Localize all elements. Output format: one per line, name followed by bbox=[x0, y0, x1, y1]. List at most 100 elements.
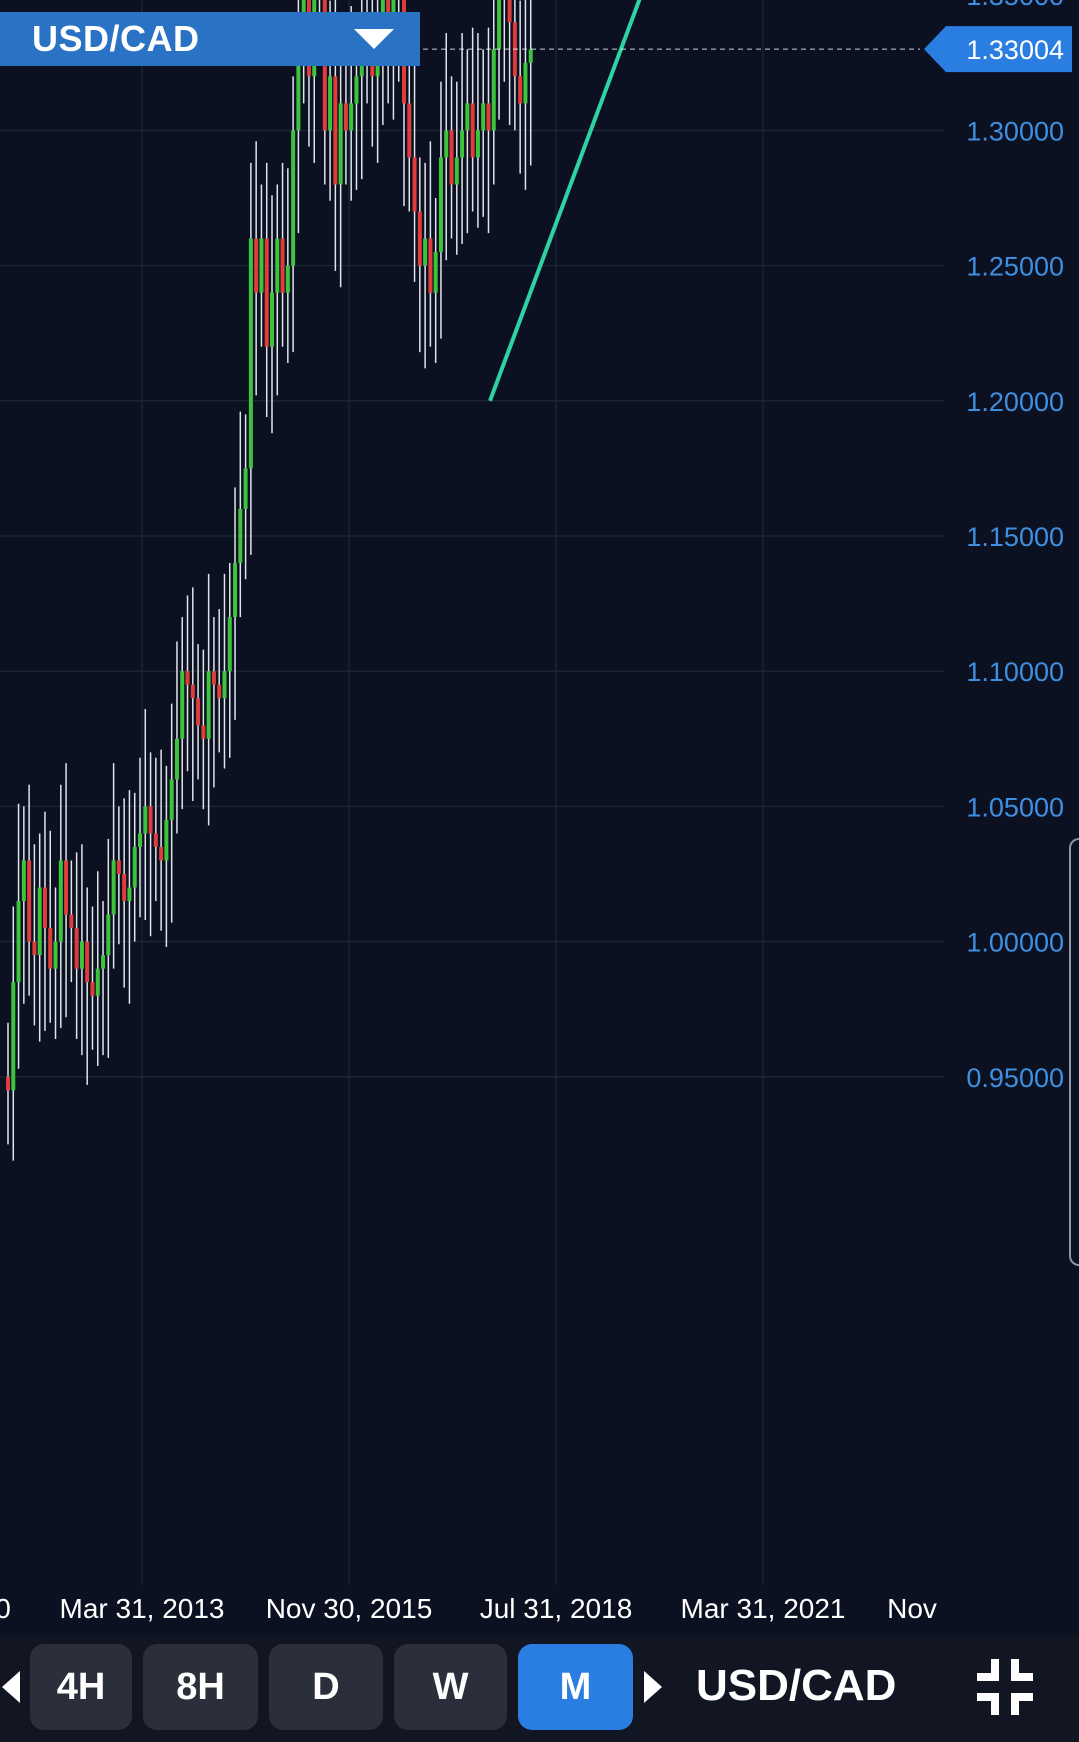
candle-body bbox=[190, 684, 195, 699]
candle-body bbox=[138, 833, 142, 847]
candle-body bbox=[27, 860, 32, 942]
candle-body bbox=[475, 130, 480, 158]
candle-body bbox=[37, 887, 42, 956]
price-tick-label: 1.05000 bbox=[966, 792, 1064, 822]
candle-body bbox=[291, 130, 296, 266]
timeframe-8h-button[interactable]: 8H bbox=[143, 1644, 258, 1730]
price-tick-label: 1.20000 bbox=[966, 387, 1064, 417]
candle-body bbox=[238, 508, 243, 564]
candle-body bbox=[153, 833, 158, 847]
candle-body bbox=[412, 157, 417, 212]
candle-body bbox=[196, 698, 201, 726]
timeframe-m-button[interactable]: M bbox=[518, 1644, 633, 1730]
triangle-left-icon[interactable] bbox=[2, 1671, 20, 1703]
time-tick-label: Nov bbox=[887, 1593, 937, 1624]
time-tick-label: 0 bbox=[0, 1593, 11, 1624]
candle-body bbox=[264, 238, 269, 347]
price-tick-label: 1.30000 bbox=[966, 116, 1064, 146]
price-tick-label: 1.00000 bbox=[966, 928, 1064, 958]
candle-body bbox=[116, 860, 121, 874]
candle-body bbox=[275, 238, 280, 293]
candle-body bbox=[507, 0, 512, 23]
bottom-symbol-label[interactable]: USD/CAD bbox=[696, 1661, 897, 1710]
timeframe-d-button[interactable]: D bbox=[269, 1644, 383, 1730]
candle-body bbox=[227, 617, 232, 672]
candle-body bbox=[449, 130, 454, 185]
candle-body bbox=[433, 252, 438, 293]
candle-body bbox=[444, 130, 449, 158]
candle-body bbox=[328, 76, 333, 131]
candle-body bbox=[486, 103, 491, 131]
candle-body bbox=[74, 928, 79, 969]
candle-body bbox=[69, 914, 74, 929]
candle-body bbox=[6, 1076, 10, 1091]
time-tick-label: Jul 31, 2018 bbox=[480, 1593, 633, 1624]
candle-body bbox=[111, 860, 116, 915]
candle-body bbox=[79, 941, 84, 969]
candle-body bbox=[164, 819, 169, 861]
price-tick-label: 1.10000 bbox=[966, 657, 1064, 687]
candle-body bbox=[417, 211, 422, 266]
candle-body bbox=[428, 238, 433, 293]
chart-area[interactable]: 1.450001.400001.350001.300001.250001.200… bbox=[0, 0, 1079, 1635]
candle-body bbox=[132, 846, 137, 888]
timeframe-4h-button[interactable]: 4H bbox=[30, 1644, 132, 1730]
candle-body bbox=[243, 468, 248, 509]
candle-body bbox=[143, 806, 148, 834]
candle-body bbox=[106, 914, 111, 956]
candle-body bbox=[42, 887, 47, 929]
candle-body bbox=[206, 671, 211, 739]
symbol-label: USD/CAD bbox=[32, 18, 200, 59]
timeframe-w-button[interactable]: W bbox=[394, 1644, 507, 1730]
candle-body bbox=[185, 671, 190, 685]
candle-body bbox=[343, 103, 348, 131]
symbol-dropdown[interactable]: USD/CAD bbox=[0, 12, 420, 66]
candle-body bbox=[53, 941, 58, 969]
current-price-label: 1.33004 bbox=[966, 35, 1064, 65]
candle-body bbox=[470, 103, 475, 158]
candle-body bbox=[101, 955, 106, 969]
candle-body bbox=[95, 968, 100, 996]
candle-body bbox=[438, 157, 443, 253]
candle-body bbox=[248, 238, 253, 469]
candle-body bbox=[169, 779, 174, 820]
candle-body bbox=[518, 76, 523, 104]
collapse-fullscreen-icon[interactable] bbox=[975, 1657, 1035, 1717]
candle-body bbox=[259, 238, 264, 293]
candle-body bbox=[174, 738, 179, 780]
candle-body bbox=[491, 49, 496, 131]
candle-body bbox=[16, 901, 21, 983]
candle-body bbox=[270, 292, 274, 347]
candle-body bbox=[380, 0, 385, 23]
candle-body bbox=[333, 76, 338, 185]
candle-body bbox=[21, 860, 26, 902]
candle-body bbox=[211, 671, 216, 685]
candle-body bbox=[296, 49, 301, 131]
price-tick-label: 1.25000 bbox=[966, 252, 1064, 282]
candle-body bbox=[280, 238, 285, 293]
candle-body bbox=[148, 806, 153, 834]
side-panel-handle[interactable] bbox=[1069, 838, 1079, 1266]
trendline bbox=[488, 0, 642, 402]
candle-body bbox=[407, 103, 412, 158]
price-tick-label: 1.15000 bbox=[966, 522, 1064, 552]
candle-body bbox=[285, 265, 290, 293]
candle-body bbox=[481, 103, 486, 131]
candle-body bbox=[528, 49, 533, 63]
candle-body bbox=[222, 671, 227, 699]
candle-body bbox=[180, 671, 185, 739]
time-tick-label: Nov 30, 2015 bbox=[266, 1593, 433, 1624]
time-tick-label: Mar 31, 2021 bbox=[681, 1593, 846, 1624]
candle-body bbox=[127, 887, 132, 902]
candle-body bbox=[11, 982, 16, 1091]
candle-body bbox=[90, 982, 95, 996]
candle-body bbox=[217, 684, 222, 699]
candle-body bbox=[233, 563, 238, 618]
triangle-right-icon[interactable] bbox=[644, 1671, 662, 1703]
price-chart[interactable]: 1.450001.400001.350001.300001.250001.200… bbox=[0, 0, 1079, 1635]
candle-body bbox=[523, 62, 528, 104]
candle-body bbox=[85, 941, 90, 983]
candle-body bbox=[454, 157, 459, 185]
candle-body bbox=[201, 725, 206, 739]
candle-body bbox=[465, 103, 470, 131]
